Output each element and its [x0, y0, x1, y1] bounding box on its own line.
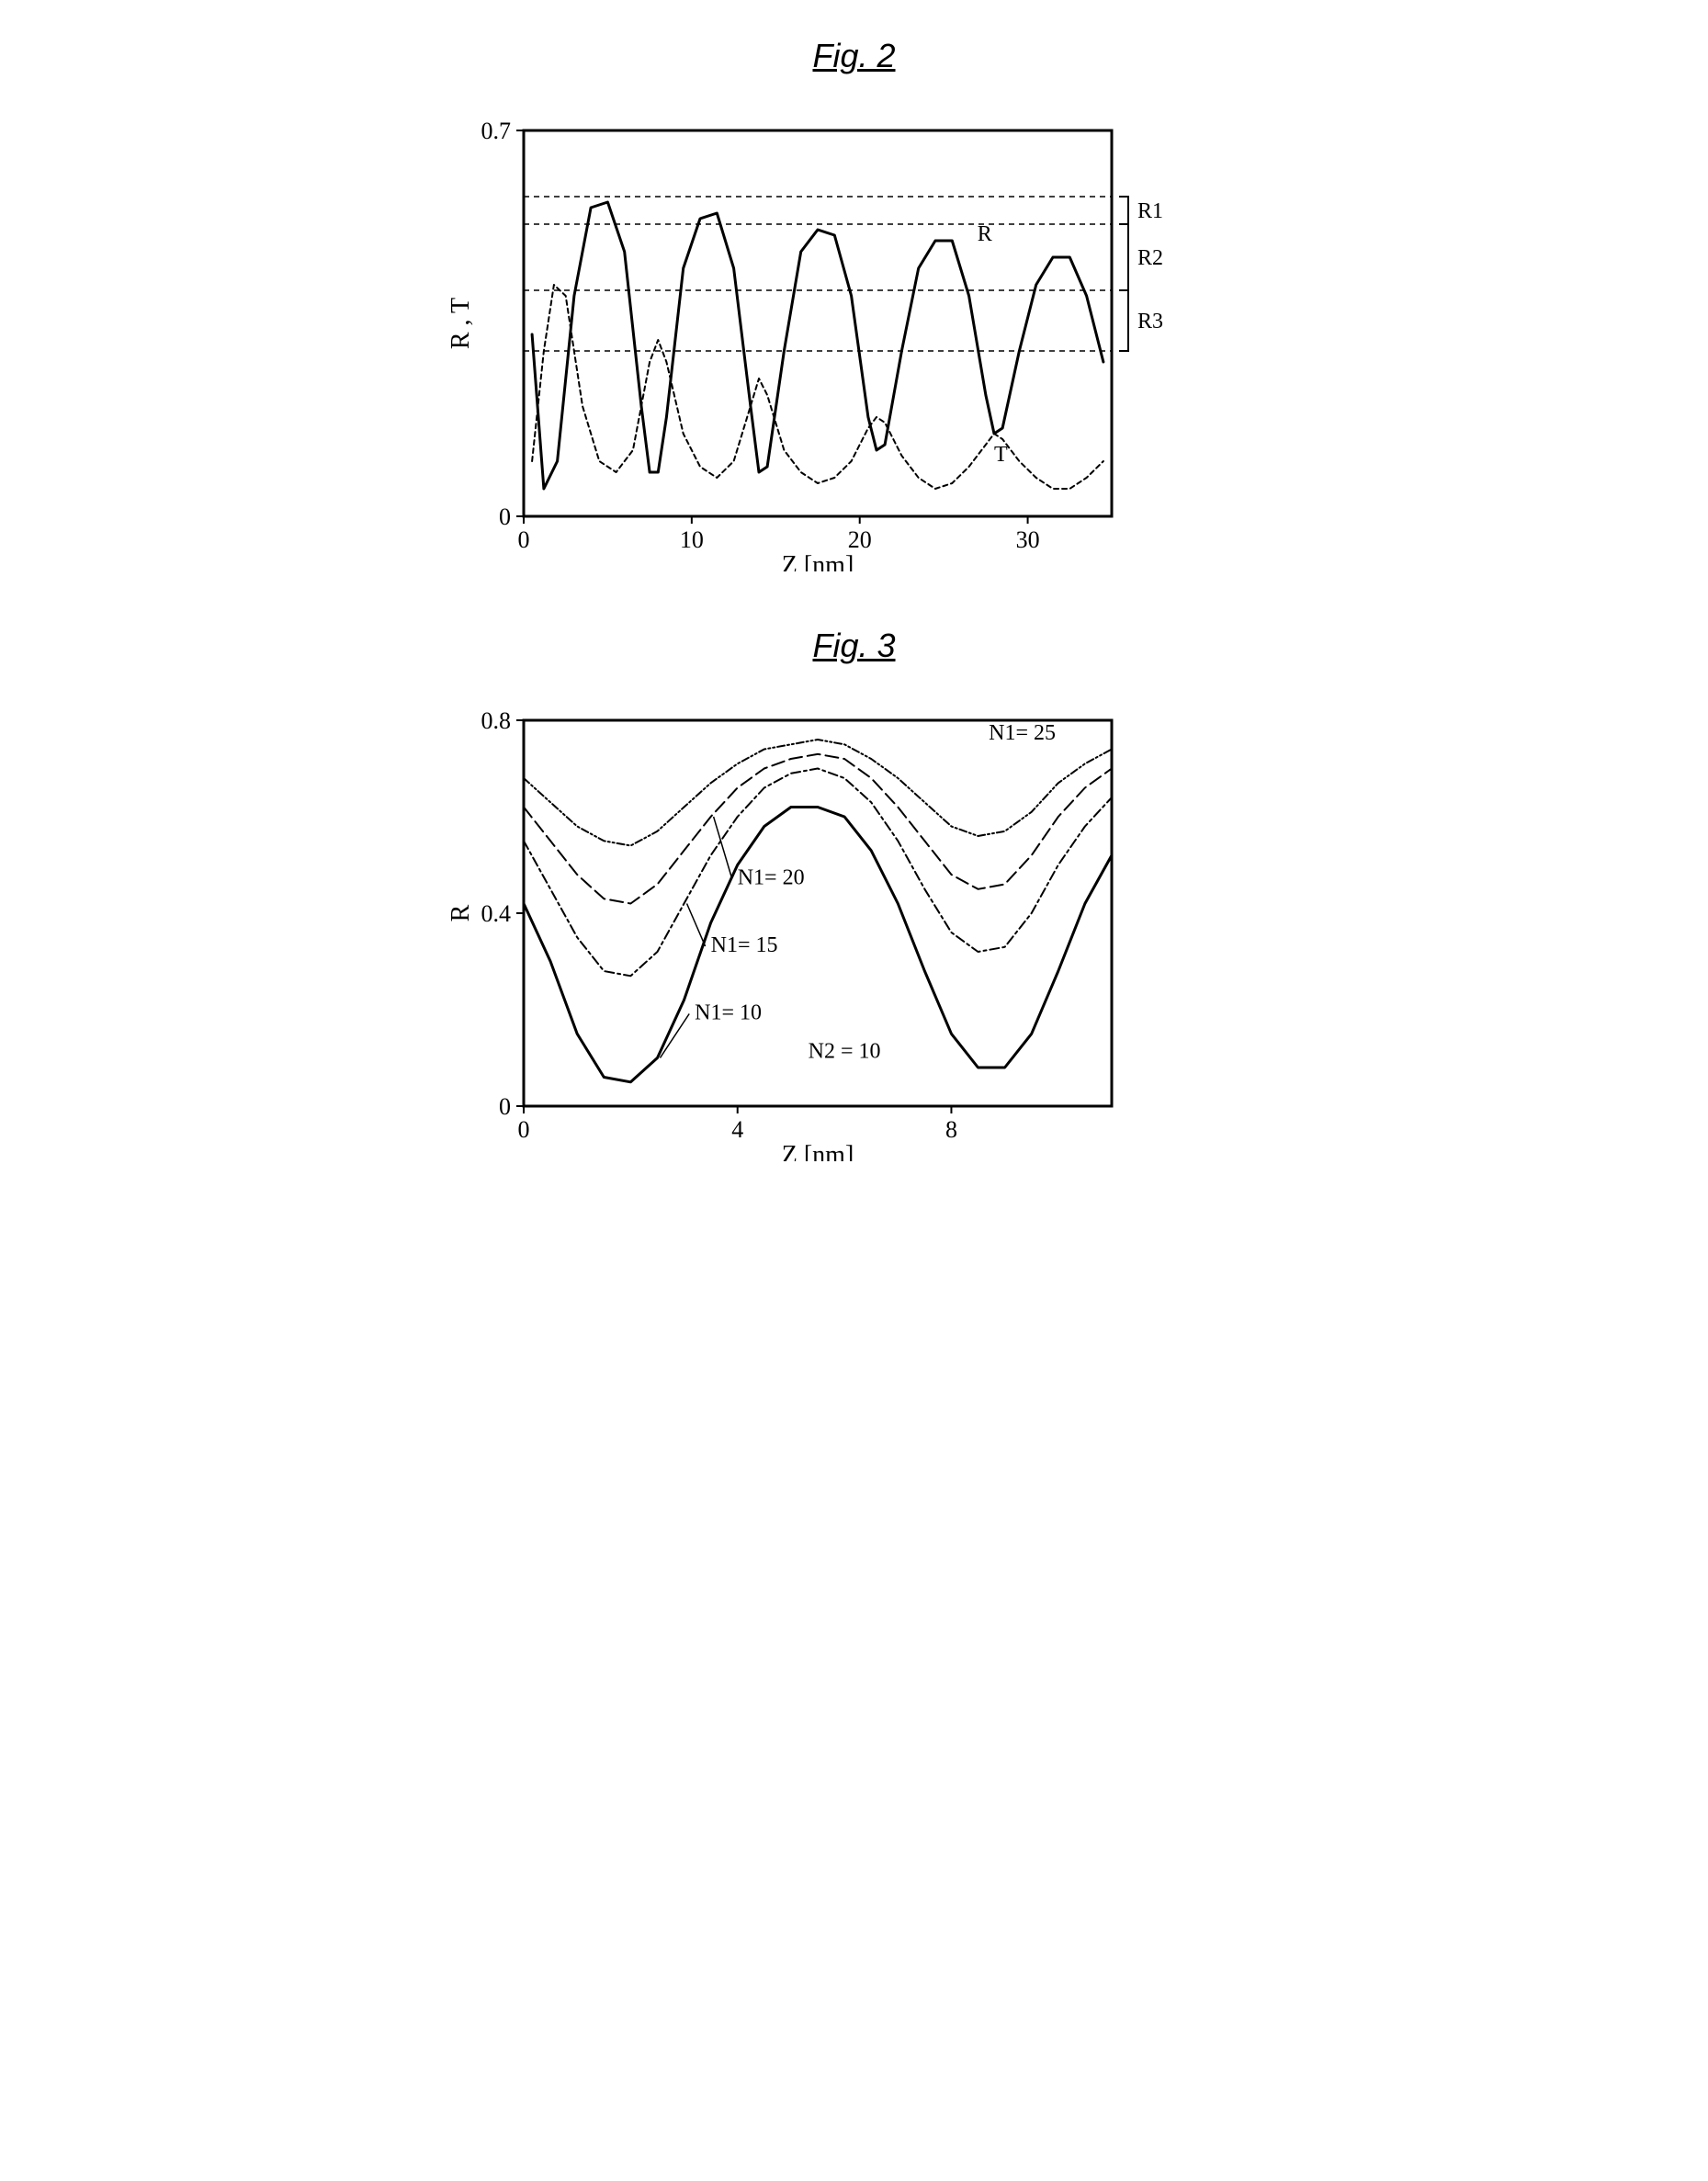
x-axis-label: Z [nm] — [781, 551, 854, 571]
region-bracket — [1119, 290, 1128, 351]
y-axis-label: R , T — [447, 298, 475, 349]
x-tick-label: 30 — [1015, 526, 1039, 553]
x-axis-label: Z [nm] — [781, 1141, 854, 1161]
series-R — [532, 202, 1103, 489]
series-label: N1= 15 — [710, 933, 777, 957]
series-label: N1= 10 — [695, 1001, 762, 1025]
series-N1-25 — [524, 740, 1112, 846]
x-tick-label: 0 — [517, 526, 529, 553]
region-bracket — [1119, 224, 1128, 290]
chart-annotation: N2 = 10 — [808, 1040, 880, 1064]
y-tick-label: 0 — [499, 1093, 511, 1120]
series-N1-20 — [524, 754, 1112, 904]
x-tick-label: 8 — [944, 1116, 956, 1143]
figure-2: Fig. 2 R1 R2 R3 R T 0 10 20 30 0 0.7 Z [nm] R , T — [441, 37, 1268, 571]
y-axis-label: R — [447, 904, 475, 921]
x-tick-label: 4 — [731, 1116, 743, 1143]
x-tick-label: 10 — [679, 526, 703, 553]
y-tick-label: 0 — [499, 503, 511, 530]
plot-frame — [524, 130, 1112, 516]
region-label: R3 — [1137, 310, 1163, 333]
fig2-title: Fig. 2 — [441, 37, 1268, 75]
series-N1-15 — [524, 769, 1112, 977]
y-tick-label: 0.7 — [481, 118, 511, 144]
series-label: N1= 25 — [989, 721, 1056, 745]
label-pointer — [686, 904, 705, 947]
region-bracket — [1119, 197, 1128, 224]
x-tick-label: 0 — [517, 1116, 529, 1143]
region-label: R2 — [1137, 246, 1163, 270]
fig3-chart: N1= 10 N1= 15 N1= 20 N1= 25 0 4 8 0 0.4 0.8 Z [nm]… — [441, 693, 1268, 1161]
x-tick-label: 20 — [847, 526, 871, 553]
series-label: T — [994, 443, 1008, 467]
fig3-title: Fig. 3 — [441, 627, 1268, 665]
y-tick-label: 0.4 — [481, 900, 511, 927]
series-T — [532, 285, 1103, 489]
series-label: N1= 20 — [737, 866, 804, 890]
region-label: R1 — [1137, 199, 1163, 223]
fig2-chart: R1 R2 R3 R T 0 10 20 30 0 0.7 Z [nm] R , T — [441, 103, 1268, 571]
series-label: R — [977, 222, 991, 246]
y-tick-label: 0.8 — [481, 707, 511, 734]
figure-3: Fig. 3 N1= 10 N1= 15 N1= 20 N1= 25 0 4 8 0 0.4 0.… — [441, 627, 1268, 1161]
